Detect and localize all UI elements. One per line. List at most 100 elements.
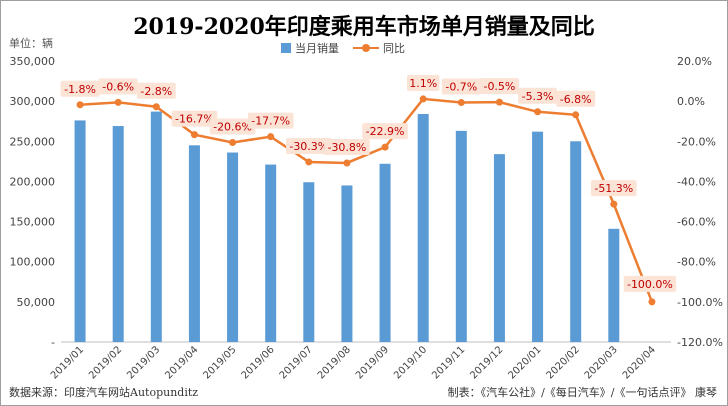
- footer-credit: 制表：《汽车公社》/《每日汽车》/《一句话点评》 康琴: [447, 386, 717, 399]
- data-label: -0.6%: [102, 80, 134, 93]
- bar: [150, 111, 162, 342]
- legend-label-sales: 当月销量: [295, 42, 339, 55]
- data-label-bg: [247, 112, 294, 129]
- y-right-tick-label: 0.0%: [677, 95, 705, 108]
- y-left-tick-label: -: [51, 336, 55, 349]
- x-tick-label: 2019/05: [202, 344, 239, 381]
- data-label-bg: [324, 138, 370, 155]
- yoy-point: [495, 98, 503, 106]
- bar: [341, 185, 353, 342]
- legend: 当月销量 同比: [281, 40, 405, 56]
- data-label-bg: [591, 180, 637, 197]
- data-label-bg: [518, 87, 558, 104]
- data-label-bg: [479, 78, 519, 95]
- bar: [417, 113, 429, 342]
- data-label: -22.9%: [366, 125, 405, 138]
- y-left-tick-label: 50,000: [17, 296, 56, 309]
- y-left-tick-label: 350,000: [10, 55, 56, 68]
- data-label-bg: [406, 74, 440, 91]
- y-right-tick-label: -20.0%: [677, 135, 716, 148]
- data-label-bg: [286, 137, 332, 154]
- unit-label: 单位：辆: [9, 37, 53, 50]
- x-tick-label: 2019/06: [240, 344, 277, 381]
- bar: [303, 182, 315, 342]
- bar: [608, 228, 620, 342]
- x-tick-label: 2019/04: [163, 344, 200, 381]
- data-label: -0.5%: [483, 80, 515, 93]
- data-label-bg: [623, 275, 677, 292]
- data-label: -6.8%: [560, 93, 592, 106]
- x-tick-label: 2020/04: [621, 344, 658, 381]
- bar: [112, 126, 124, 342]
- bar: [532, 131, 544, 342]
- x-tick-label: 2020/03: [583, 344, 620, 381]
- bar: [570, 141, 582, 342]
- yoy-point: [76, 101, 84, 109]
- y-left-tick-label: 250,000: [10, 135, 56, 148]
- x-tick-label: 2019/10: [392, 344, 429, 381]
- y-left-tick-label: 150,000: [10, 216, 56, 229]
- y-right-tick-label: -100.0%: [677, 296, 723, 309]
- data-label-bg: [362, 123, 408, 140]
- x-tick-label: 2019/08: [316, 344, 353, 381]
- data-label: -100.0%: [627, 278, 673, 291]
- yoy-point: [457, 99, 465, 107]
- data-label-bg: [136, 82, 176, 99]
- bar: [74, 120, 86, 342]
- legend-label-yoy: 同比: [383, 42, 405, 55]
- bar: [379, 163, 391, 342]
- chart-title: 2019-2020年印度乘用车市场单月销量及同比: [133, 14, 595, 40]
- x-tick-label: 2019/03: [125, 344, 162, 381]
- bar: [265, 164, 277, 342]
- data-label-bg: [98, 78, 138, 95]
- yoy-point: [152, 103, 160, 111]
- data-label: -16.7%: [175, 113, 214, 126]
- data-label-bg: [60, 80, 100, 97]
- data-label: -0.7%: [445, 81, 477, 94]
- y-right-tick-label: -120.0%: [677, 336, 723, 349]
- data-label-bg: [441, 78, 481, 95]
- y-right-tick-label: -60.0%: [677, 216, 716, 229]
- yoy-point: [381, 143, 389, 151]
- data-label: -51.3%: [594, 182, 633, 195]
- bar: [455, 130, 467, 342]
- legend-swatch-line: [353, 44, 379, 52]
- data-label: -1.8%: [64, 83, 96, 96]
- data-label-bg: [209, 118, 256, 135]
- bar: [188, 145, 200, 342]
- bar: [493, 154, 505, 342]
- yoy-point: [419, 95, 427, 103]
- yoy-point: [648, 298, 656, 306]
- data-label: -20.6%: [213, 120, 252, 133]
- yoy-point: [610, 200, 618, 208]
- data-label: -5.3%: [522, 90, 554, 103]
- x-tick-label: 2019/02: [87, 344, 124, 381]
- y-left-tick-label: 200,000: [10, 175, 56, 188]
- y-right-tick-label: 20.0%: [677, 55, 712, 68]
- data-label: 1.1%: [409, 77, 437, 90]
- footer-source: 数据来源：印度汽车网站Autopunditz: [9, 386, 199, 399]
- x-tick-label: 2019/09: [354, 344, 391, 381]
- y-left-tick-label: 100,000: [10, 256, 56, 269]
- data-label-bg: [171, 110, 218, 127]
- data-label: -17.7%: [251, 115, 290, 128]
- data-label: -30.8%: [327, 141, 366, 154]
- bar: [227, 152, 239, 342]
- legend-swatch-bar: [281, 43, 291, 53]
- y-left-tick-label: 300,000: [10, 95, 56, 108]
- yoy-point: [534, 108, 542, 116]
- x-tick-label: 2019/12: [468, 344, 505, 381]
- yoy-point: [572, 111, 580, 119]
- x-tick-label: 2019/01: [49, 344, 86, 381]
- x-tick-label: 2019/07: [278, 344, 315, 381]
- y-right-tick-label: -80.0%: [677, 256, 716, 269]
- x-tick-label: 2020/01: [507, 344, 544, 381]
- legend-item-sales: 当月销量: [281, 40, 339, 56]
- x-tick-label: 2020/02: [545, 344, 582, 381]
- yoy-point: [343, 159, 351, 167]
- yoy-point: [267, 133, 275, 141]
- y-right-tick-label: -40.0%: [677, 175, 716, 188]
- yoy-point: [114, 98, 122, 106]
